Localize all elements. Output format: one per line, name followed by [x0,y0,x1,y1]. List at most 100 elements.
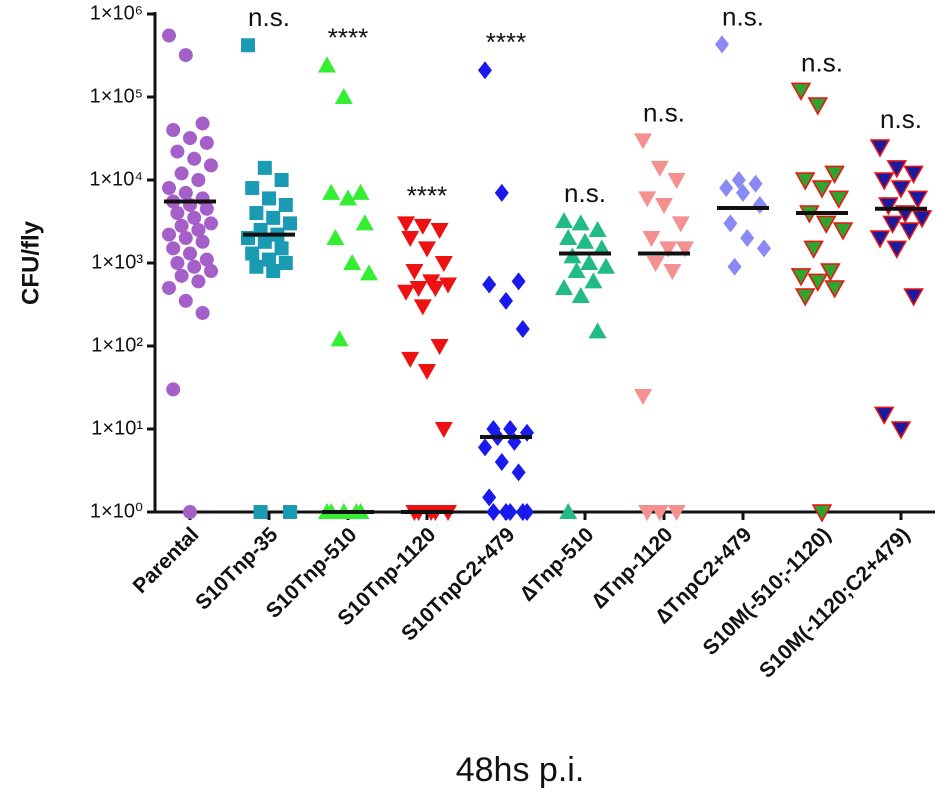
data-point [191,222,206,237]
data-point [183,505,197,519]
data-point [351,183,370,200]
data-point [262,191,276,206]
data-point [178,293,193,308]
data-point [334,88,353,104]
x-axis-label: 48hs p.i. [456,751,585,789]
data-point [820,263,841,282]
significance-label: n.s. [722,1,764,31]
data-point [266,264,281,279]
significance-label: **** [486,27,526,57]
data-point [430,339,449,355]
data-point [646,256,665,272]
data-point [520,503,534,521]
data-point [659,241,678,258]
data-point [174,268,189,283]
data-point [511,463,526,482]
data-point [418,363,436,380]
data-point [241,38,255,53]
data-point [588,220,607,237]
data-point [278,256,293,270]
data-point [397,284,415,301]
data-point [559,229,578,246]
data-point [584,272,603,289]
data-point [663,264,682,281]
data-point [515,320,530,339]
data-point [178,185,193,200]
y-tick-label: 1×10⁵ [90,85,143,107]
data-point [740,229,755,248]
data-point [278,197,293,212]
data-point [886,160,908,179]
data-point [890,421,912,440]
data-point [723,214,738,233]
data-point [249,259,264,274]
data-point [748,174,763,193]
data-point [811,504,833,523]
data-point [183,246,197,261]
data-point [815,215,837,234]
data-point [667,505,686,521]
x-tick-label: Parental [129,523,204,598]
significance-label: n.s. [248,2,290,32]
data-point [790,268,812,287]
data-point [757,239,771,258]
significance-label: **** [407,180,447,210]
data-point [199,252,214,267]
data-point [503,420,518,438]
data-point [671,216,690,233]
data-point [170,256,185,270]
data-point [520,423,534,442]
y-tick-label: 1×10⁰ [90,500,143,522]
data-point [807,273,829,292]
data-point [828,190,850,209]
data-point [326,229,345,246]
data-point [890,180,912,199]
data-point [204,158,218,173]
data-point [434,256,453,272]
data-point [257,234,272,249]
data-point [790,82,812,101]
data-point [478,438,492,457]
data-point [482,275,497,294]
data-point [503,503,518,521]
data-point [162,280,176,295]
data-point [166,241,181,256]
data-point [873,406,895,425]
data-point [413,299,432,316]
data-point [869,230,891,249]
data-point [204,216,218,231]
data-point [638,191,657,208]
data-point [592,239,611,256]
data-point [571,287,590,304]
data-point [174,218,189,233]
data-point [274,173,289,187]
data-point [266,210,281,225]
data-point [401,351,420,368]
data-point [166,123,181,138]
x-tick-label: ∆Tnp-510 [516,523,598,605]
data-point [486,503,501,521]
data-point [183,131,197,146]
data-point [401,231,420,248]
data-point [434,422,453,438]
data-point [727,257,742,276]
data-point [882,215,903,234]
data-point [405,264,424,281]
data-point [187,259,202,274]
significance-label: n.s. [880,104,922,134]
data-point [249,206,264,221]
data-point [794,172,816,191]
data-point [824,280,845,299]
data-point [642,231,661,248]
data-point [187,151,202,166]
data-point [811,180,833,199]
y-tick-label: 1×10⁶ [90,2,143,24]
data-point [911,210,933,229]
data-point [195,234,210,249]
data-point [731,171,746,189]
data-point [339,189,357,206]
significance-label: n.s. [643,97,685,127]
data-point [832,222,854,241]
data-point [824,165,845,184]
data-point [178,48,193,63]
